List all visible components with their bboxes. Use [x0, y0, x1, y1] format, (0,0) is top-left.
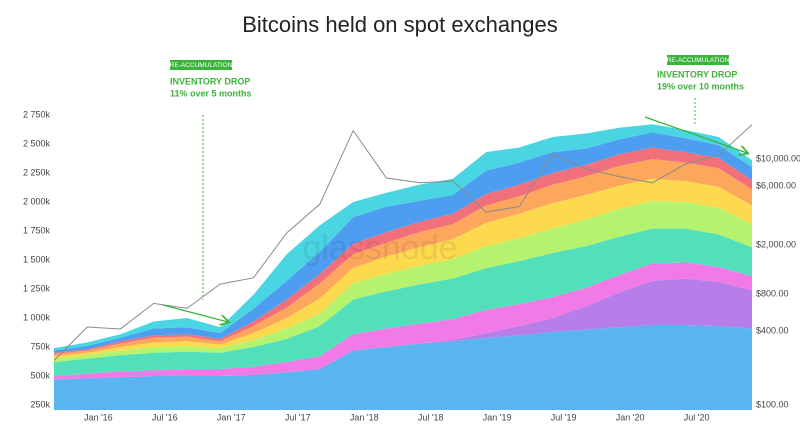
y-tick-label: 1 250k	[23, 283, 51, 293]
y-tick-label: 2 750k	[23, 109, 51, 119]
annotation-text: 19% over 10 months	[657, 81, 744, 91]
y2-tick-label: $10,000.00	[756, 153, 800, 163]
y2-tick-label: $6,000.00	[756, 181, 796, 191]
x-tick-label: Jul '16	[152, 412, 178, 422]
y2-tick-label: $100.00	[756, 399, 789, 409]
watermark: glassnode	[302, 229, 457, 267]
x-tick-label: Jan '20	[616, 412, 645, 422]
price-line	[54, 124, 752, 361]
x-tick-label: Jan '19	[483, 412, 512, 422]
annotation-title: INVENTORY DROP	[170, 76, 250, 86]
y-tick-label: 1 000k	[23, 312, 51, 322]
plot-area	[54, 124, 752, 410]
area-layer	[54, 278, 752, 380]
annotation-title: INVENTORY DROP	[657, 69, 737, 79]
tag-box	[667, 55, 729, 65]
y2-tick-label: $400.00	[756, 325, 789, 335]
y-tick-label: 2 250k	[23, 167, 51, 177]
tag: RE-ACCUMULATION	[170, 62, 233, 69]
x-tick-label: Jan '16	[84, 412, 113, 422]
y-tick-label: 2 000k	[23, 196, 51, 206]
annotation-text: 11% over 5 months	[170, 88, 252, 98]
y-tick-label: 250k	[30, 399, 50, 409]
y-tick-label: 500k	[30, 370, 50, 380]
area-layer	[54, 159, 752, 357]
x-tick-label: Jul '20	[684, 412, 710, 422]
area-layer	[54, 178, 752, 359]
annotation-left: RE-ACCUMULATION INVENTORY DROP 11% over …	[162, 60, 252, 322]
x-tick-label: Jan '18	[350, 412, 379, 422]
area-layer	[54, 200, 752, 363]
arrow	[644, 116, 747, 153]
y2-tick-label: $800.00	[756, 288, 789, 298]
area-layer	[54, 262, 752, 380]
y-tick-label: 1 500k	[23, 254, 51, 264]
x-tick-label: Jul '19	[551, 412, 577, 422]
y-tick-label: 1 750k	[23, 225, 51, 235]
y-tick-label: 750k	[30, 341, 50, 351]
chart-title: Bitcoins held on spot exchanges	[242, 12, 558, 37]
y-tick-label: 2 500k	[23, 138, 51, 148]
tag: RE-ACCUMULATION	[667, 57, 730, 64]
tag-box	[170, 60, 232, 70]
annotation-right: RE-ACCUMULATION INVENTORY DROP 19% over …	[644, 55, 747, 153]
x-tick-label: Jan '17	[217, 412, 246, 422]
area-layer	[54, 228, 752, 377]
area-layer	[54, 324, 752, 410]
y2-tick-label: $2,000.00	[756, 239, 796, 249]
x-tick-label: Jul '17	[285, 412, 311, 422]
x-tick-label: Jul '18	[418, 412, 444, 422]
arrow	[162, 304, 228, 322]
